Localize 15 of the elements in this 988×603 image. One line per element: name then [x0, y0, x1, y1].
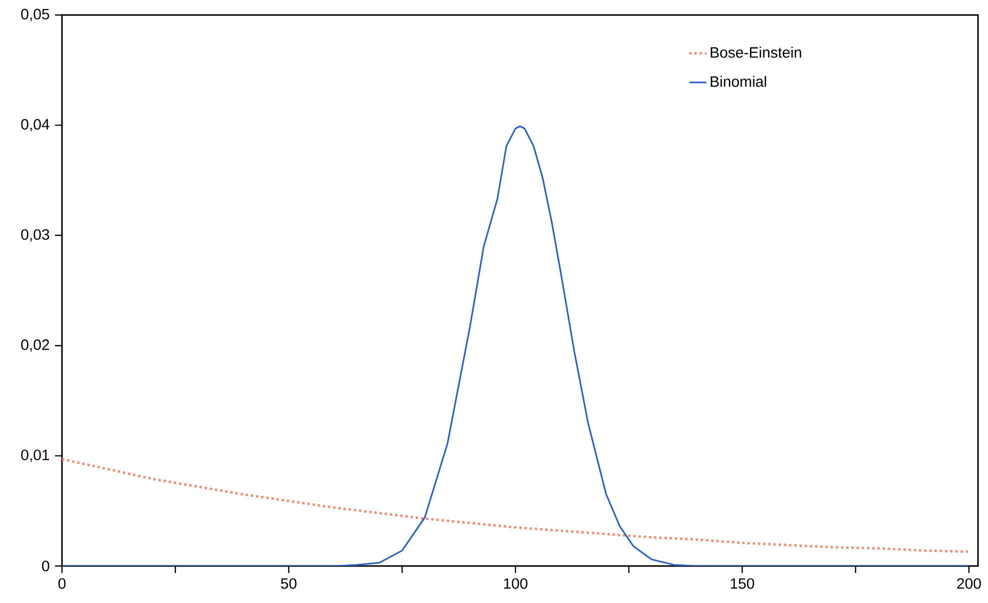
legend-label: Binomial [710, 76, 766, 87]
y-tick-label: 0 [42, 560, 50, 572]
y-tick-label: 0,01 [21, 450, 50, 462]
x-tick-label: 100 [504, 578, 528, 589]
legend-label: Bose-Einstein [710, 46, 802, 58]
x-tick-label: 150 [730, 578, 754, 589]
y-tick-label: 0,04 [21, 119, 50, 132]
y-tick-label: 0,03 [21, 229, 50, 242]
x-tick-label: 0 [58, 578, 66, 589]
y-tick-label: 0,05 [21, 8, 50, 22]
x-tick-label: 200 [957, 578, 981, 589]
y-tick-label: 0,02 [21, 339, 50, 352]
line-series [62, 126, 970, 566]
x-tick-label: 50 [280, 578, 296, 589]
line-series [62, 458, 970, 553]
